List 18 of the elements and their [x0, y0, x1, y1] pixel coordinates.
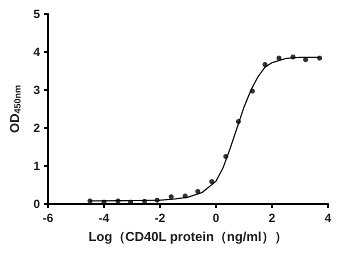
y-tick-label: 1: [33, 159, 40, 173]
y-tick-label: 2: [33, 121, 40, 135]
y-tick-label: 0: [33, 197, 40, 211]
x-tick-label: -2: [154, 211, 166, 225]
x-tick-label: -6: [42, 211, 54, 225]
x-tick-label: 2: [268, 211, 276, 225]
x-axis-title: Log（CD40L protein（ng/ml））: [88, 229, 288, 244]
point: [276, 56, 282, 61]
x-tick-label: -4: [98, 211, 110, 225]
y-tick-label: 5: [33, 7, 40, 21]
point: [262, 62, 268, 68]
x-tick-label: 0: [212, 211, 220, 225]
point: [209, 179, 214, 184]
point: [195, 188, 200, 194]
y-axis-title: OD450nm: [7, 84, 22, 134]
y-tick-label: 3: [33, 83, 40, 97]
x-tick-label: 4: [324, 211, 332, 225]
y-tick-label: 4: [33, 45, 40, 59]
